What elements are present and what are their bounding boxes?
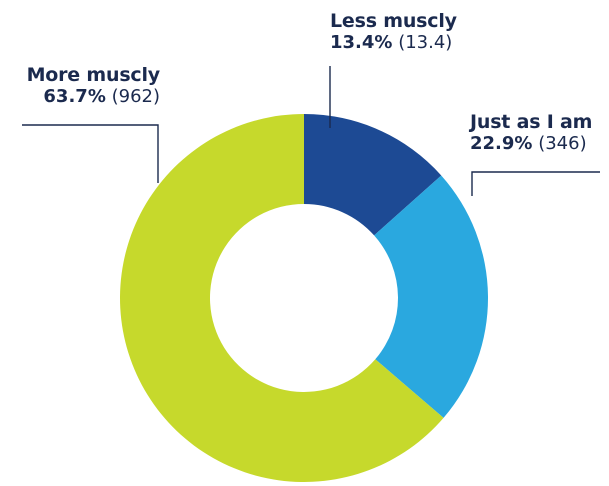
donut-slices [120,114,488,483]
label-just-as-i-am: Just as I am 22.9% (346) [470,111,592,155]
slice-percent-just-as-i-am: 22.9% [470,133,533,155]
slice-value-just-as-i-am: 22.9% (346) [470,133,592,154]
leader-lines [22,66,600,196]
slice-percent-less-muscly: 13.4% [330,32,393,54]
slice-label-less-muscly: Less muscly [330,10,457,32]
slice-count-less-muscly: (13.4) [398,32,453,54]
slice-more-muscly [120,114,444,483]
slice-just-as-i-am [374,175,488,418]
slice-percent-more-muscly: 63.7% [43,86,106,108]
leader-line-just-as-i-am [471,171,600,196]
slice-label-just-as-i-am: Just as I am [470,111,593,133]
slice-value-more-muscly: 63.7% (962) [27,86,160,107]
leader-line-more-muscly [22,124,159,183]
slice-value-less-muscly: 13.4% (13.4) [330,32,457,53]
slice-count-just-as-i-am: (346) [538,133,587,155]
slice-count-more-muscly: (962) [111,86,160,108]
label-less-muscly: Less muscly 13.4% (13.4) [330,10,457,54]
slice-less-muscly [304,114,442,236]
slice-label-more-muscly: More muscly [26,64,161,86]
label-more-muscly: More muscly 63.7% (962) [26,64,161,108]
